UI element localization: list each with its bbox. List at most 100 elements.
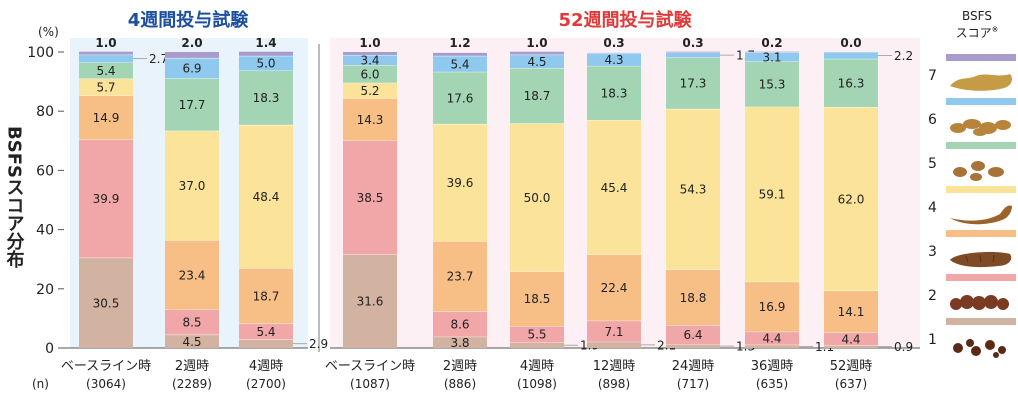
legend-color-swatch [946,318,1016,325]
category-label: 4週時 [520,359,554,374]
bar-segment [824,345,878,348]
data-label: 18.8 [680,291,707,305]
n-value: (635) [756,377,788,391]
data-label: 45.4 [601,181,628,195]
bar-segment [165,309,219,335]
bar-segment [666,51,720,53]
data-label: 1.0 [359,36,380,50]
bsfs-distribution-chart: (%) BSFSスコア分布 (n) 0 20 40 60 80 100 4週間投与試験 30… [4,9,920,391]
bar-segment [510,123,564,272]
n-value: (1087) [350,377,390,391]
legend-score-number: 7 [928,68,937,84]
legend-title-line2: スコア [955,26,992,40]
bar-segment [239,51,293,56]
bar-segment [587,320,641,342]
bar-segment [239,339,293,348]
bar-segment [165,334,219,348]
data-label: 4.3 [604,53,623,67]
bar-segment [239,55,293,71]
legend-item-score-4: 4 [924,186,1018,230]
category-label: 2週時 [175,359,209,374]
data-label: 14.9 [93,111,120,125]
bar-segment [343,52,397,55]
data-label: 7.1 [604,325,623,339]
data-label: 6.9 [182,62,201,76]
legend-item-score-5: 5 [924,142,1018,186]
bar-segment [587,120,641,255]
data-label: 1.0 [526,36,547,50]
category-label: ベースライン時 [61,359,151,374]
data-label: 6.0 [360,67,379,81]
legend-color-swatch [946,54,1016,61]
n-value: (2700) [246,377,286,391]
bar-segment [79,54,133,63]
data-label: 23.7 [447,270,474,284]
data-label: 18.7 [524,89,551,103]
bar-segment [343,254,397,348]
data-label: 17.7 [179,98,206,112]
data-label: 16.9 [759,300,786,314]
bar-segment [79,51,133,55]
bar-segment [343,140,397,255]
bar-segment [666,52,720,58]
category-label: 2週時 [443,359,477,374]
bar-segment [343,65,397,83]
bar-segment [239,323,293,340]
bar-segment [745,51,799,53]
data-label: 23.4 [179,268,206,282]
bar-segment [824,290,878,333]
data-label: 16.3 [838,76,865,90]
data-label: 62.0 [838,192,865,206]
data-label: 3.8 [450,336,469,350]
y-axis-unit: (%) [38,25,59,39]
data-label: 1.0 [95,36,116,50]
legend-item-score-2: 2 [924,274,1018,318]
data-label: 0.0 [840,36,861,50]
bar-segment [824,332,878,346]
lumpy-sausage-stool-icon [950,295,1009,310]
bar-segment [745,281,799,332]
bar-segment [510,342,564,348]
bar-segment [343,54,397,66]
data-label: 14.1 [838,305,865,319]
data-label: 5.4 [96,64,115,78]
legend-item-score-1: 1 [924,318,1018,362]
data-label: 6.4 [683,328,702,342]
data-label: 37.0 [179,179,206,193]
bar-segment [745,52,799,62]
data-label: 48.4 [253,190,280,204]
panel-title: 52週間投与試験 [558,9,692,31]
category-label: 52週時 [830,359,873,374]
bar-segment [745,344,799,348]
bar-segment [433,311,487,337]
bar-segment [433,336,487,348]
data-label: 18.3 [253,91,280,105]
data-label: 4.5 [182,335,201,349]
data-label: 8.6 [450,318,469,332]
legend-color-swatch [946,186,1016,193]
bar-segment [433,241,487,312]
watery-stool-icon [950,74,1012,91]
y-tick-label-0: 0 [45,341,54,357]
y-tick-label-100: 100 [27,45,54,61]
soft-blobs-stool-icon [953,161,1004,181]
data-label: 2.9 [309,337,328,351]
bar-segment [666,344,720,348]
data-label: 17.3 [680,77,707,91]
data-label: 50.0 [524,191,551,205]
category-label: ベースライン時 [325,359,415,374]
bar-segment [343,82,397,99]
smooth-snake-stool-icon [950,205,1012,225]
bar-segment [666,57,720,109]
category-label: 12週時 [593,359,636,374]
legend-score-number: 3 [928,244,937,260]
panel-1: 52週間投与試験 31.6 38.5 14.3 5.2 6.03.4 1.0 ベースライン時 (… [325,9,913,391]
bar-segment [239,70,293,125]
bar-segment [510,51,564,55]
data-label: 54.3 [680,183,707,197]
data-label: 39.6 [447,176,474,190]
bar-segment [239,124,293,269]
y-tick-label-60: 60 [36,163,54,179]
data-label: 18.5 [524,292,551,306]
bar-segment [587,53,641,66]
